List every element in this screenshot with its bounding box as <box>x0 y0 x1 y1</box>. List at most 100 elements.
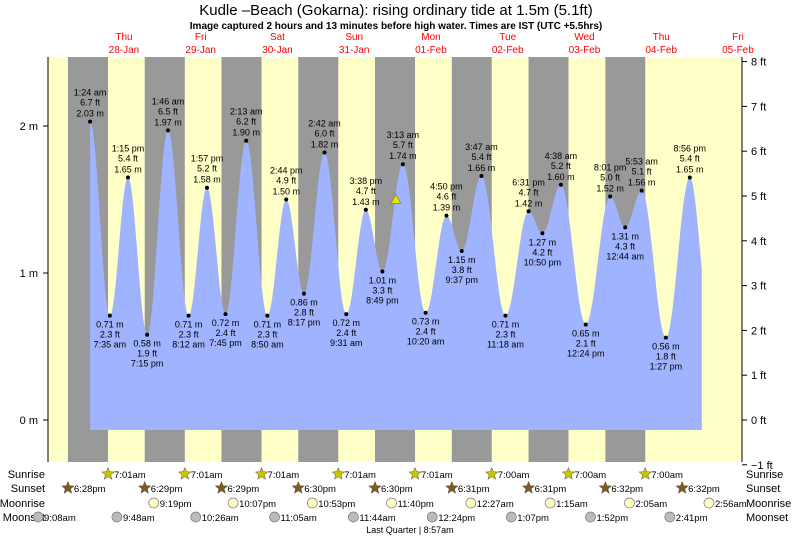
tide-label: 2.3 ft <box>257 330 278 340</box>
sunset-time: 6:31pm <box>458 484 490 495</box>
tide-label: 1.42 m <box>515 198 543 208</box>
tide-label: 1.65 m <box>114 164 142 174</box>
tide-label: 6.2 ft <box>236 117 257 127</box>
tide-label: 8:49 pm <box>366 296 399 306</box>
day-date: 30-Jan <box>262 45 293 56</box>
day-name: Mon <box>421 32 440 43</box>
tide-label: 12:24 pm <box>567 348 605 358</box>
tide-label: 1.43 m <box>352 197 380 207</box>
moonrise-time: 1:15am <box>556 499 588 510</box>
sunrise-row-label-right: Sunrise <box>746 469 783 481</box>
tide-label: 1.97 m <box>154 117 182 127</box>
tide-label: 5.4 ft <box>471 152 492 162</box>
sunrise-time: 7:01am <box>344 470 376 481</box>
moonset-icon <box>585 511 596 523</box>
sunset-icon <box>444 480 459 494</box>
moonrise-row-label: Moonrise <box>0 498 45 510</box>
tide-label: 4.6 ft <box>436 192 457 202</box>
tide-label: 7:45 pm <box>209 338 242 348</box>
sunset-time: 6:32pm <box>611 484 643 495</box>
chart-subtitle: Image captured 2 hours and 13 minutes be… <box>190 21 602 32</box>
tide-label: 2.4 ft <box>216 328 237 338</box>
tide-label: 0.71 m <box>492 320 520 330</box>
low-tide-point <box>583 322 588 327</box>
sunset-time: 6:29pm <box>151 484 183 495</box>
tide-label: 3.3 ft <box>372 286 393 296</box>
moon-phase: Last Quarter | 8:57am <box>366 525 453 535</box>
low-tide-point <box>663 335 668 340</box>
tide-label: 2:13 am <box>230 107 263 117</box>
high-tide-point <box>608 194 613 199</box>
right-tick-label: −1 ft <box>751 460 773 472</box>
right-tick-label: 5 ft <box>751 191 766 203</box>
tide-label: 1.01 m <box>369 276 397 286</box>
tide-label: 1.52 m <box>596 184 624 194</box>
moonrise-row-label-right: Moonrise <box>746 498 791 510</box>
tide-label: 1.27 m <box>529 237 557 247</box>
moonrise-time: 12:27am <box>477 499 514 510</box>
tide-label: 0.65 m <box>572 328 600 338</box>
tide-label: 2.03 m <box>76 109 104 119</box>
moonrise-icon <box>465 497 477 509</box>
sunset-time: 6:30pm <box>304 484 336 495</box>
tide-label: 2.8 ft <box>294 308 315 318</box>
tide-label: 4.2 ft <box>532 247 553 257</box>
tide-label: 8:56 pm <box>674 143 707 153</box>
tide-label: 8:17 pm <box>288 318 321 328</box>
moonrise-time: 10:53pm <box>318 499 355 510</box>
axes: 2 m 1 m 0 m 8 ft 7 ft 6 ft 5 ft 4 ft 3 ft 2 ft 1 f… <box>20 57 773 472</box>
sunset-icon <box>598 480 613 494</box>
sunrise-icon <box>638 466 653 480</box>
high-tide-point <box>322 150 327 155</box>
right-tick-label: 0 ft <box>751 415 766 427</box>
sunset-time: 6:31pm <box>535 484 567 495</box>
tide-label: 2.3 ft <box>179 330 200 340</box>
sunrise-time: 7:01am <box>191 470 223 481</box>
day-date: 05-Feb <box>722 45 754 56</box>
left-tick-label: 1 m <box>20 268 38 280</box>
low-tide-point <box>503 313 508 318</box>
tide-label: 1.56 m <box>628 178 656 188</box>
tide-label: 3:13 am <box>387 130 420 140</box>
high-tide-point <box>363 207 368 212</box>
tide-label: 12:44 am <box>606 251 644 261</box>
sunset-icon <box>214 480 229 494</box>
tide-label: 1.31 m <box>611 231 639 241</box>
sunrise-time: 7:00am <box>651 470 683 481</box>
tide-label: 6:31 pm <box>512 177 545 187</box>
moonrise-icon <box>703 497 715 509</box>
sunset-time: 6:32pm <box>688 484 720 495</box>
moonset-icon <box>505 511 517 523</box>
tide-label: 5.1 ft <box>632 167 653 177</box>
moonrise-icon <box>624 497 635 509</box>
low-tide-point <box>344 312 349 317</box>
moonset-icon <box>269 511 280 523</box>
tide-label: 2.4 ft <box>416 327 437 337</box>
chart-title: Kudle –Beach (Gokarna): rising ordinary … <box>199 2 593 19</box>
tide-label: 1.39 m <box>433 203 461 213</box>
left-tick-label: 0 m <box>20 415 38 427</box>
tide-label: 1.58 m <box>193 175 221 185</box>
low-tide-point <box>107 313 112 318</box>
moonset-time: 1:52pm <box>596 513 628 524</box>
high-tide-point <box>284 197 289 202</box>
high-tide-point <box>125 175 130 180</box>
sunset-icon <box>61 480 75 494</box>
tide-curve <box>90 121 702 430</box>
tide-label: 0.86 m <box>290 298 318 308</box>
tide-label: 6.7 ft <box>80 98 101 108</box>
tide-label: 4.3 ft <box>615 241 636 251</box>
day-name: Tue <box>499 32 516 43</box>
tide-label: 8:50 am <box>251 340 284 350</box>
moonset-icon <box>32 511 44 523</box>
tide-label: 0.56 m <box>652 342 680 352</box>
moonset-time: 9:08am <box>44 513 76 524</box>
tide-label: 1:15 pm <box>112 143 145 153</box>
tide-label: 2:42 am <box>308 118 341 128</box>
day-date: 02-Feb <box>492 45 524 56</box>
tide-label: 1:57 pm <box>191 154 224 164</box>
day-name: Sun <box>345 32 363 43</box>
moonrise-time: 2:56am <box>715 499 747 510</box>
tide-label: 4:50 pm <box>430 182 463 192</box>
left-tick-label: 2 m <box>20 121 38 133</box>
